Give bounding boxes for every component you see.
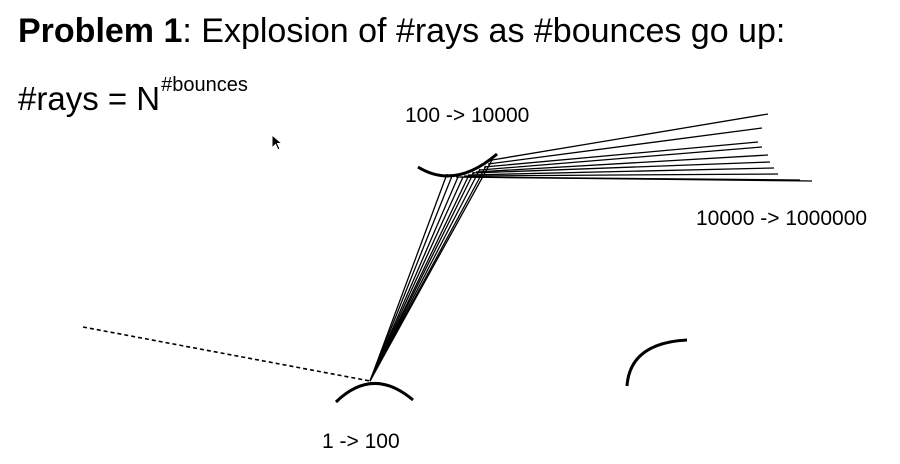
ray-2 (369, 175, 453, 382)
ray-6 (369, 171, 475, 382)
formula-base: #rays = N (18, 80, 161, 117)
label-first-bounce: 1 -> 100 (322, 430, 400, 453)
title-bold: Problem 1 (18, 12, 183, 50)
ray-fan-first-bounce (369, 159, 493, 382)
ray-1 (369, 173, 448, 382)
surface-second-bounce (417, 152, 498, 178)
ray-9 (369, 159, 493, 382)
ray-15 (471, 161, 771, 174)
ray-17 (463, 173, 779, 177)
ray-13 (479, 146, 763, 171)
surface-first-bounce (334, 382, 414, 404)
ray-10 (491, 113, 769, 161)
incoming-ray (82, 326, 371, 382)
ray-3 (369, 176, 459, 382)
ray-14 (475, 154, 769, 173)
slide-title: Problem 1: Explosion of #rays as #bounce… (18, 12, 785, 51)
label-second-bounce: 100 -> 10000 (405, 104, 530, 127)
ray-4 (369, 176, 464, 382)
ray-fan-second-bounce (455, 113, 813, 182)
ray-12 (483, 141, 759, 168)
surface-unhit (625, 338, 688, 387)
rays-formula: #rays = N#bounces (18, 74, 248, 118)
formula-exponent: #bounces (161, 74, 248, 96)
label-third-bounce: 10000 -> 1000000 (696, 207, 868, 230)
title-rest: : Explosion of #rays as #bounces go up: (182, 12, 786, 50)
ray-16 (467, 167, 775, 176)
ray-19 (455, 176, 813, 182)
ray-11 (487, 127, 763, 165)
mouse-pointer-icon (271, 134, 283, 151)
